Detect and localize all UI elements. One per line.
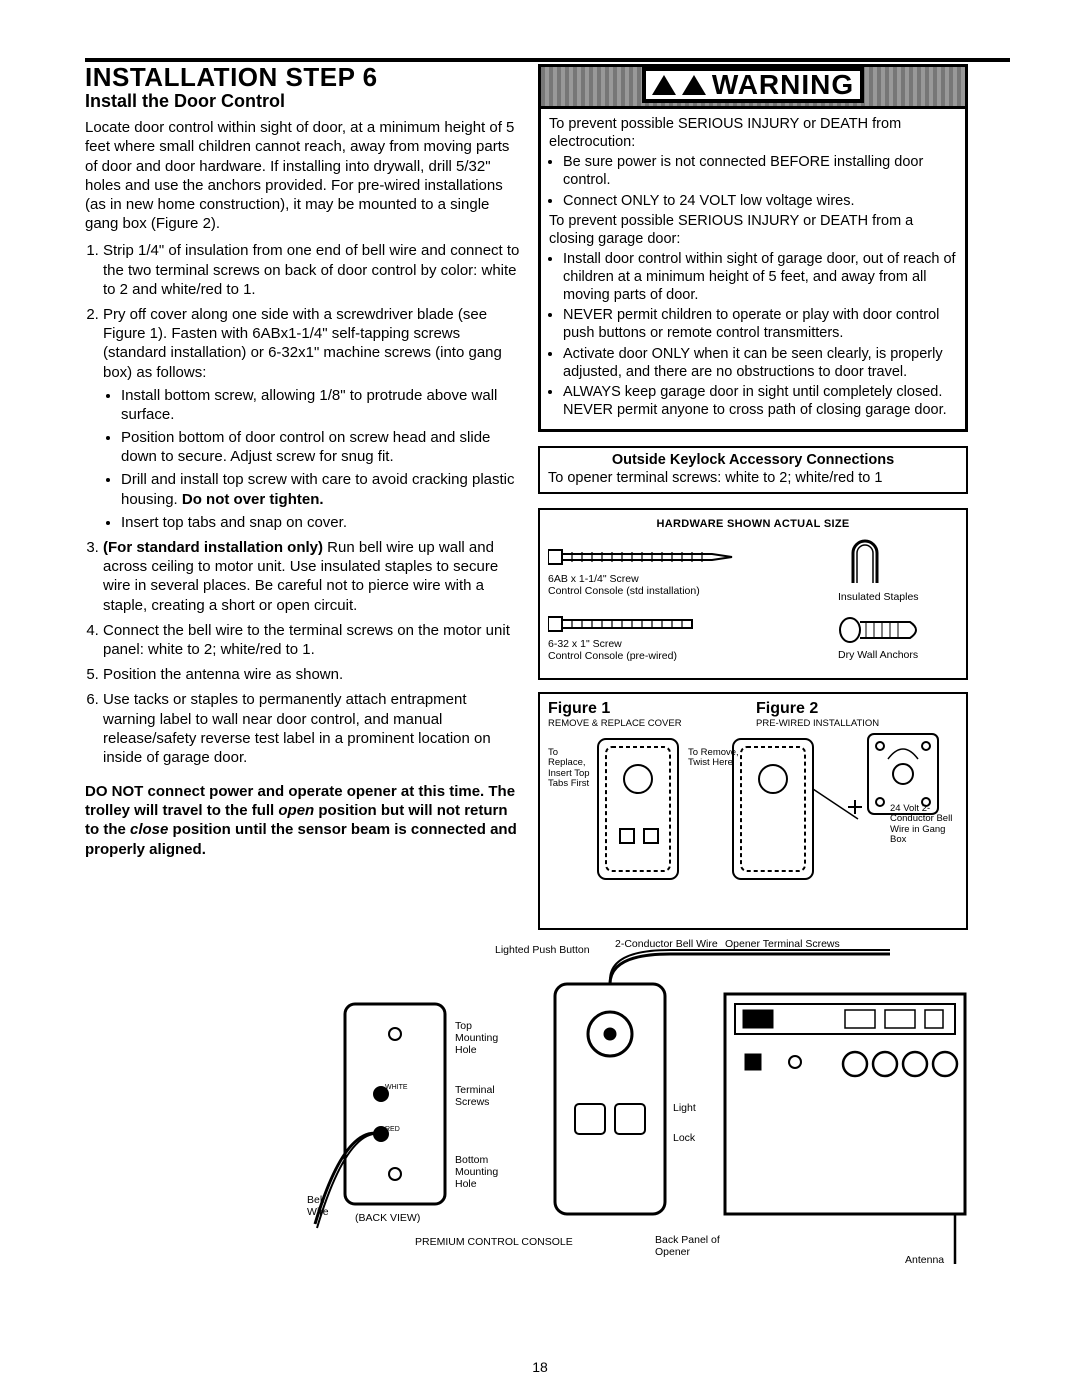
bellwire-label: Bell Wire: [307, 1194, 347, 1218]
light-label: Light: [673, 1102, 696, 1114]
warning-body: To prevent possible SERIOUS INJURY or DE…: [541, 109, 965, 429]
figure-1-label: Figure 1: [548, 700, 750, 718]
anchors-label: Dry Wall Anchors: [838, 649, 958, 661]
warning-box: WARNING To prevent possible SERIOUS INJU…: [538, 64, 968, 432]
manual-page: INSTALLATION STEP 6 Install the Door Con…: [0, 0, 1080, 1397]
hardware-title: HARDWARE SHOWN ACTUAL SIZE: [548, 518, 958, 530]
red-label: RED: [385, 1126, 400, 1133]
screw-icon: [548, 544, 738, 570]
alert-icon: [682, 75, 706, 95]
install-steps: Strip 1/4" of insulation from one end of…: [85, 241, 520, 767]
fig2-note2: 24 Volt 2-Conductor Bell Wire in Gang Bo…: [890, 804, 960, 846]
keylock-title: Outside Keylock Accessory Connections: [548, 452, 958, 468]
screw2-label-a: 6-32 x 1" Screw: [548, 638, 826, 650]
step-title: INSTALLATION STEP 6: [85, 64, 520, 91]
warn-b1: Be sure power is not connected BEFORE in…: [563, 153, 957, 189]
wiring-svg: [85, 944, 1005, 1284]
top-mount-label: Top Mounting Hole: [455, 1020, 515, 1056]
warn-b3: Install door control within sight of gar…: [563, 250, 957, 304]
lighted-label: Lighted Push Button: [495, 944, 590, 956]
bullet-2-1: Install bottom screw, allowing 1/8" to p…: [121, 386, 520, 424]
hardware-box: HARDWARE SHOWN ACTUAL SIZE: [538, 508, 968, 680]
bullet-2-3: Drill and install top screw with care to…: [121, 470, 520, 508]
back-view-label: (BACK VIEW): [355, 1212, 420, 1224]
step-2: Pry off cover along one side with a scre…: [103, 305, 520, 532]
screw1-label-b: Control Console (std installation): [548, 585, 826, 597]
page-number: 18: [0, 1359, 1080, 1375]
term-screws-label: Terminal Screws: [455, 1084, 515, 1108]
step-2-text: Pry off cover along one side with a scre…: [103, 306, 502, 381]
bellwire2c-label: 2-Conductor Bell Wire: [615, 938, 718, 950]
warn-b6: ALWAYS keep garage door in sight until c…: [563, 383, 957, 419]
figures-box: Figure 1 REMOVE & REPLACE COVER Figure 2…: [538, 692, 968, 930]
screw2-label-b: Control Console (pre-wired): [548, 650, 826, 662]
do-not-connect-note: DO NOT connect power and operate opener …: [85, 782, 520, 859]
figure-1-caption: REMOVE & REPLACE COVER: [548, 718, 750, 729]
lock-label: Lock: [673, 1132, 695, 1144]
warning-header: WARNING: [541, 67, 965, 109]
step-2-bullets: Install bottom screw, allowing 1/8" to p…: [103, 386, 520, 532]
staple-icon: [838, 538, 898, 588]
back-panel-label: Back Panel of Opener: [655, 1234, 725, 1258]
step-4: Connect the bell wire to the terminal sc…: [103, 621, 520, 659]
hw-row-2: 6-32 x 1" Screw Control Console (pre-wir…: [548, 613, 958, 662]
keylock-box: Outside Keylock Accessory Connections To…: [538, 446, 968, 494]
bullet-2-4: Insert top tabs and snap on cover.: [121, 513, 520, 532]
console-label: PREMIUM CONTROL CONSOLE: [415, 1236, 573, 1248]
warning-title: WARNING: [712, 69, 854, 101]
intro-paragraph: Locate door control within sight of door…: [85, 118, 520, 233]
step-6: Use tacks or staples to permanently atta…: [103, 690, 520, 767]
opener-term-label: Opener Terminal Screws: [725, 938, 840, 950]
anchor-icon: [838, 614, 928, 646]
left-column: INSTALLATION STEP 6 Install the Door Con…: [85, 64, 520, 930]
figure-2-label: Figure 2: [756, 700, 958, 718]
keylock-text: To opener terminal screws: white to 2; w…: [548, 470, 958, 486]
right-column: WARNING To prevent possible SERIOUS INJU…: [538, 64, 968, 930]
step-5: Position the antenna wire as shown.: [103, 665, 520, 684]
warn-b2: Connect ONLY to 24 VOLT low voltage wire…: [563, 192, 957, 210]
figure-2-caption: PRE-WIRED INSTALLATION: [756, 718, 958, 729]
warn-b5: Activate door ONLY when it can be seen c…: [563, 345, 957, 381]
bullet-2-2: Position bottom of door control on screw…: [121, 428, 520, 466]
warn-b4: NEVER permit children to operate or play…: [563, 306, 957, 342]
two-column-layout: INSTALLATION STEP 6 Install the Door Con…: [85, 64, 1010, 930]
hw-row-1: 6AB x 1-1/4" Screw Control Console (std …: [548, 538, 958, 603]
warn-p2: To prevent possible SERIOUS INJURY or DE…: [549, 212, 957, 248]
white-label: WHITE: [385, 1084, 408, 1091]
antenna-label: Antenna: [905, 1254, 944, 1266]
warn-p1: To prevent possible SERIOUS INJURY or DE…: [549, 115, 957, 151]
wiring-diagram: Lighted Push Button 2-Conductor Bell Wir…: [85, 944, 1010, 1294]
screw1-label-a: 6AB x 1-1/4" Screw: [548, 573, 826, 585]
step-subtitle: Install the Door Control: [85, 91, 520, 112]
staples-label: Insulated Staples: [838, 591, 958, 603]
fig1-note: To Replace, Insert Top Tabs First: [548, 748, 596, 790]
screw2-icon: [548, 613, 708, 635]
alert-icon: [652, 75, 676, 95]
bot-mount-label: Bottom Mounting Hole: [455, 1154, 515, 1190]
step-1: Strip 1/4" of insulation from one end of…: [103, 241, 520, 299]
step-3: (For standard installation only) Run bel…: [103, 538, 520, 615]
fig2-note1: To Remove, Twist Here: [688, 748, 740, 769]
